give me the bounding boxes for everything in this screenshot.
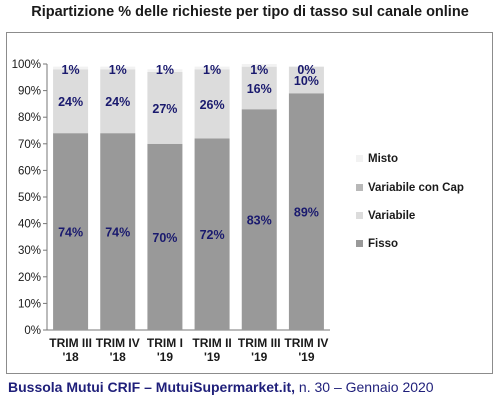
data-label-variabile: 16% (247, 82, 272, 96)
x-tick-label-period: TRIM III (238, 336, 281, 350)
y-tick-label: 90% (18, 86, 41, 98)
bar-segment-variabile (53, 69, 89, 134)
x-tick-label-period: TRIM II (192, 336, 231, 350)
y-tick-label: 0% (24, 325, 41, 337)
bar-segment-fisso (241, 109, 277, 330)
bar-segment-variabile (194, 69, 230, 139)
x-tick-label-year: '18 (62, 350, 79, 364)
bar-segment-misto (241, 64, 277, 67)
y-tick-label: 100% (12, 59, 41, 71)
data-label-misto: 1% (250, 63, 268, 77)
bar-segment-fisso (100, 133, 136, 330)
source-footer: Bussola Mutui CRIF – MutuiSupermarket.it… (8, 379, 498, 395)
bar-segment-misto (147, 69, 183, 72)
data-label-variabile: 27% (152, 102, 177, 116)
legend-label-misto: Misto (368, 153, 398, 165)
x-tick-label-period: TRIM IV (96, 336, 140, 350)
data-label-fisso: 83% (247, 214, 272, 228)
bar-segment-variabile (147, 71, 183, 144)
bar-segment-fisso (194, 138, 230, 330)
y-tick-label: 60% (18, 165, 41, 177)
y-tick-label: 30% (18, 245, 41, 257)
data-label-misto: 1% (109, 63, 127, 77)
data-label-fisso: 89% (294, 206, 319, 220)
y-tick-label: 20% (18, 272, 41, 284)
legend-swatch-variabile (356, 212, 363, 219)
data-label-variabile: 24% (58, 95, 83, 109)
data-label-fisso: 70% (152, 231, 177, 245)
x-tick-label-year: '19 (251, 350, 268, 364)
footer-source-bold: Bussola Mutui CRIF – MutuiSupermarket.it… (8, 379, 296, 395)
x-tick-label-year: '18 (110, 350, 127, 364)
x-tick-label-year: '19 (298, 350, 315, 364)
data-label-misto: 1% (156, 63, 174, 77)
data-label-fisso: 74% (105, 226, 130, 240)
footer-source-issue: n. 30 – Gennaio 2020 (295, 379, 434, 395)
y-tick-label: 80% (18, 112, 41, 124)
y-tick-label: 70% (18, 139, 41, 151)
data-label-misto: 1% (203, 63, 221, 77)
legend-swatch-variabile-con-cap (356, 184, 363, 191)
y-tick-label: 10% (18, 298, 41, 310)
bar-segment-fisso (288, 93, 324, 330)
x-tick-label-year: '19 (157, 350, 174, 364)
data-label-misto: 1% (62, 63, 80, 77)
legend-label-variabile-con-cap: Variabile con Cap (368, 182, 464, 194)
bar-segment-misto (53, 66, 89, 70)
legend-label-variabile: Variabile (368, 210, 415, 222)
bar-segment-variabile (241, 66, 277, 110)
chart-title: Ripartizione % delle richieste per tipo … (31, 4, 469, 20)
bar-segment-misto (194, 66, 230, 70)
y-tick-label: 40% (18, 219, 41, 231)
bar-segment-fisso (147, 143, 183, 330)
y-tick-label: 50% (18, 192, 41, 204)
bar-segment-misto (100, 66, 136, 70)
x-tick-label-period: TRIM III (49, 336, 92, 350)
data-label-fisso: 74% (58, 226, 83, 240)
legend-swatch-fisso (356, 240, 363, 247)
x-tick-label-period: TRIM I (147, 336, 183, 350)
bar-segment-variabile (288, 66, 324, 94)
legend-label-fisso: Fisso (368, 238, 398, 250)
data-label-variabile: 10% (294, 74, 319, 88)
x-tick-label-period: TRIM IV (284, 336, 328, 350)
bar-segment-variabile (100, 69, 136, 134)
data-label-fisso: 72% (200, 228, 225, 242)
data-label-variabile: 26% (200, 98, 225, 112)
legend-swatch-misto (356, 155, 363, 162)
data-label-variabile: 24% (105, 95, 130, 109)
data-label-misto: 0% (297, 63, 315, 77)
x-tick-label-year: '19 (204, 350, 221, 364)
bar-segment-fisso (53, 133, 89, 330)
